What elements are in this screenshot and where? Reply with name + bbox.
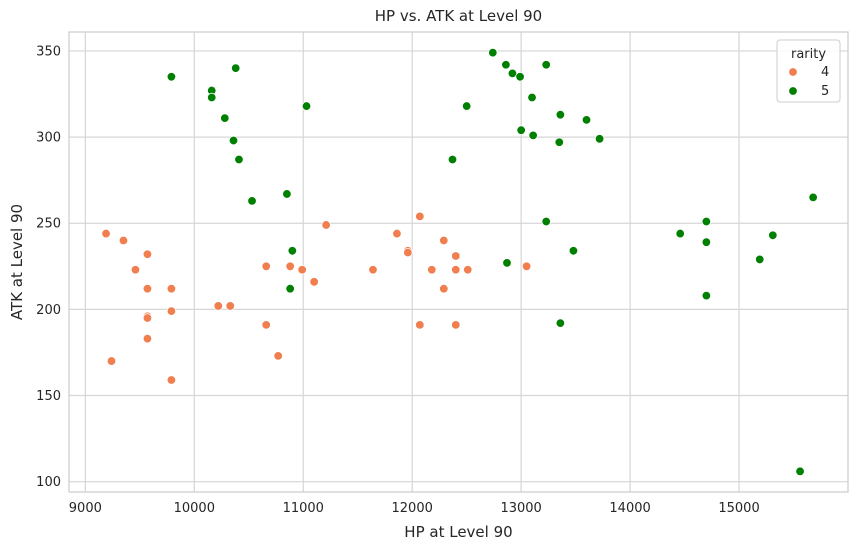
data-point-rarity-4 [118,235,129,246]
data-point-rarity-4 [225,301,235,311]
y-tick-label: 150 [36,389,61,404]
x-axis-label: HP at Level 90 [404,523,512,541]
grid [69,32,848,492]
data-point-rarity-5 [507,68,518,79]
data-point-rarity-4 [309,277,319,287]
data-point-rarity-4 [451,265,461,275]
legend-label-4: 4 [821,65,829,80]
legend-title: rarity [791,47,826,62]
data-point-rarity-4 [463,265,473,275]
data-point-rarity-5 [285,284,295,294]
data-point-rarity-4 [261,320,271,330]
data-point-rarity-5 [234,154,244,165]
data-point-rarity-5 [447,154,458,165]
data-point-rarity-4 [403,247,413,258]
y-tick-label: 300 [36,131,61,146]
y-axis-label: ATK at Level 90 [8,204,26,320]
data-point-rarity-4 [106,356,117,366]
data-point-rarity-4 [166,375,177,385]
y-tick-label: 200 [36,303,61,318]
x-tick-label: 11000 [283,501,324,516]
data-point-rarity-4 [142,284,153,294]
data-point-rarity-5 [795,466,805,477]
legend: rarity 45 [776,39,841,103]
data-point-rarity-4 [261,261,271,272]
data-point-rarity-5 [541,60,551,70]
x-tick-label: 12000 [392,501,433,516]
data-point-rarity-4 [392,228,402,239]
data-point-rarity-4 [427,265,437,275]
data-points [101,47,818,477]
data-point-rarity-4 [166,284,177,294]
data-point-rarity-5 [701,290,712,301]
data-point-rarity-5 [166,72,177,82]
data-point-rarity-5 [808,192,818,203]
data-point-rarity-4 [142,333,153,344]
data-point-rarity-4 [415,211,425,222]
legend-marker-4 [788,67,798,77]
data-point-rarity-4 [130,265,141,275]
data-point-rarity-4 [521,261,532,272]
data-point-rarity-4 [439,235,449,246]
y-tick-label: 250 [36,217,61,232]
data-point-rarity-5 [228,135,239,146]
chart-title: HP vs. ATK at Level 90 [375,7,542,25]
data-point-rarity-5 [502,258,512,268]
data-point-rarity-5 [282,189,292,199]
data-point-rarity-5 [701,216,712,227]
data-point-rarity-4 [101,228,111,239]
x-tick-label: 14000 [609,501,650,516]
data-point-rarity-5 [528,130,538,141]
x-tick-label: 10000 [174,501,215,516]
data-point-rarity-5 [555,109,566,120]
data-point-rarity-4 [451,320,461,330]
data-point-rarity-4 [439,284,449,294]
data-point-rarity-5 [488,47,498,58]
x-tick-label: 9000 [69,501,102,516]
data-point-rarity-4 [213,301,223,311]
data-point-rarity-5 [220,113,230,123]
data-point-rarity-4 [321,220,331,230]
data-point-rarity-5 [675,228,685,239]
data-point-rarity-5 [594,134,605,144]
data-point-rarity-5 [461,101,472,111]
data-point-rarity-4 [142,313,153,323]
data-point-rarity-5 [515,72,525,82]
legend-label-5: 5 [821,84,829,99]
data-point-rarity-5 [287,246,298,256]
x-tick-label: 15000 [718,501,759,516]
data-point-rarity-5 [581,115,592,125]
data-point-rarity-4 [285,261,295,272]
data-point-rarity-5 [230,63,241,73]
x-tick-label: 13000 [500,501,541,516]
data-point-rarity-5 [768,230,778,240]
y-tick-label: 350 [36,44,61,59]
data-point-rarity-5 [501,60,511,70]
plot-frame [68,31,849,493]
y-tick-label: 100 [36,475,61,490]
x-tick-labels: 9000 10000 11000 12000 13000 14000 15000 [69,501,760,516]
data-point-rarity-5 [701,237,712,247]
data-point-rarity-5 [555,318,566,328]
data-point-rarity-5 [516,125,526,135]
legend-marker-5 [788,86,798,96]
data-point-rarity-5 [568,246,579,256]
data-point-rarity-5 [527,92,537,103]
data-point-rarity-5 [554,137,564,147]
data-point-rarity-5 [541,216,551,227]
data-point-rarity-4 [166,306,177,316]
data-point-rarity-4 [368,265,378,275]
y-tick-labels: 100 150 200 250 300 350 [36,44,61,490]
data-point-rarity-5 [301,101,312,111]
data-point-rarity-4 [415,320,425,330]
data-point-rarity-4 [273,351,283,361]
data-point-rarity-4 [297,265,307,275]
data-point-rarity-5 [207,92,217,103]
legend-items: 45 [788,65,829,99]
data-point-rarity-4 [451,251,461,261]
data-point-rarity-4 [142,249,153,259]
data-point-rarity-5 [755,254,765,265]
data-point-rarity-5 [247,196,257,206]
